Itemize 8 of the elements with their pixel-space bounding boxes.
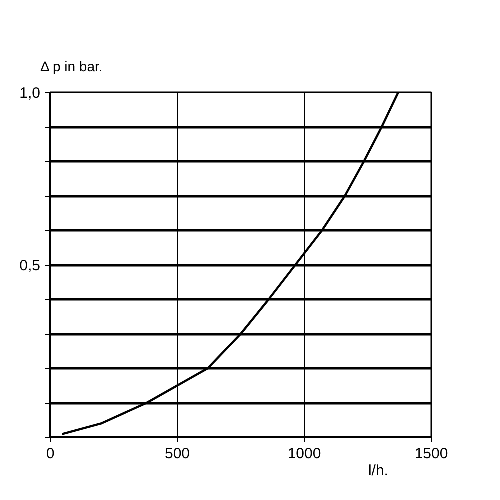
x-tick-label: 500 <box>164 446 190 462</box>
x-tick-label: 0 <box>46 446 55 462</box>
x-axis-title: l/h. <box>368 462 388 480</box>
y-tick-label: 1,0 <box>20 85 41 102</box>
x-tick-label: 1500 <box>414 446 448 462</box>
y-tick-label: 0,5 <box>20 258 41 274</box>
x-tick-label: 1000 <box>288 446 322 462</box>
y-axis-title: Δ p in bar. <box>40 58 103 74</box>
